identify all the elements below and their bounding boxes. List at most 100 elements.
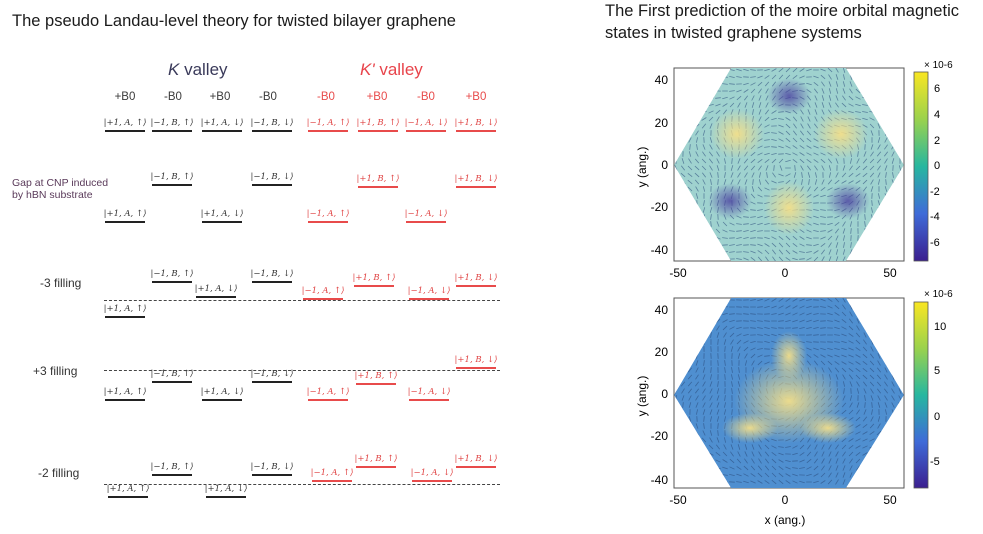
vector-arrow: [792, 74, 798, 80]
vector-arrow: [792, 152, 798, 156]
vector-arrow: [856, 325, 860, 331]
tick-label: 40: [655, 73, 669, 87]
vector-arrow: [716, 395, 720, 401]
vector-arrow: [736, 230, 742, 232]
vector-arrow: [842, 68, 846, 73]
vector-arrow: [764, 320, 770, 322]
vector-arrow: [842, 458, 846, 464]
vector-arrow: [750, 299, 756, 301]
vector-arrow: [871, 207, 873, 213]
vector-arrow: [862, 360, 868, 366]
vector-arrow: [730, 444, 734, 450]
vector-arrow: [841, 333, 847, 337]
vector-arrow: [737, 172, 741, 178]
vector-arrow: [820, 360, 826, 366]
vector-arrow: [750, 229, 756, 233]
vector-arrow: [717, 339, 719, 345]
vector-arrow: [764, 341, 770, 343]
vector-arrow: [710, 214, 712, 220]
vector-arrow: [771, 139, 777, 141]
vector-arrow: [813, 465, 819, 471]
vector-arrow: [715, 109, 721, 115]
landau-level-line: [202, 130, 242, 132]
vector-arrow: [813, 88, 819, 94]
vector-arrow: [799, 158, 805, 164]
vector-arrow: [884, 374, 888, 380]
vector-arrow: [716, 221, 720, 227]
vector-arrow: [869, 165, 875, 171]
vector-arrow: [871, 402, 873, 408]
vector-arrow: [785, 305, 791, 309]
vector-arrow: [778, 124, 784, 128]
vector-arrow: [883, 388, 889, 394]
vector-arrow: [792, 319, 798, 323]
vector-arrow: [827, 179, 833, 185]
vector-arrow: [750, 250, 756, 254]
vector-arrow: [834, 319, 840, 323]
vector-arrow: [702, 430, 706, 436]
vector-arrow: [771, 472, 777, 478]
vector-arrow: [757, 230, 763, 232]
vector-arrow: [862, 438, 868, 442]
vector-arrow: [870, 186, 874, 192]
vector-arrow: [750, 216, 756, 218]
vector-arrow: [862, 381, 868, 387]
vector-arrow: [709, 409, 713, 415]
vector-arrow: [806, 158, 812, 164]
vector-arrow: [764, 116, 770, 122]
vector-arrow: [709, 430, 713, 436]
vector-arrow: [736, 68, 742, 72]
vector-arrow: [792, 137, 798, 143]
vector-arrow: [750, 237, 756, 239]
vector-arrow: [842, 256, 846, 261]
vector-arrow: [681, 395, 685, 401]
vector-arrow: [849, 402, 853, 408]
vector-arrow: [717, 430, 719, 436]
left-title: The pseudo Landau-level theory for twist…: [12, 12, 456, 30]
vector-arrow: [736, 339, 742, 345]
vector-arrow: [743, 313, 749, 315]
vector-arrow: [862, 179, 868, 185]
vector-arrow: [731, 388, 733, 394]
vector-arrow: [834, 361, 840, 365]
vector-arrow: [855, 88, 861, 94]
landau-level-label: |−1, B, ↓⟩: [250, 369, 294, 379]
vector-arrow: [757, 480, 763, 484]
vector-arrow: [764, 68, 770, 72]
vector-arrow: [870, 416, 874, 422]
vector-arrow: [827, 320, 833, 322]
vector-arrow: [716, 437, 720, 443]
vector-arrow: [842, 95, 846, 101]
vector-arrow: [764, 109, 770, 115]
vector-arrow: [716, 158, 720, 164]
vector-arrow: [750, 347, 756, 351]
vector-arrow: [737, 451, 741, 457]
vector-arrow: [855, 111, 861, 113]
vector-arrow: [701, 117, 707, 121]
vector-arrow: [813, 250, 819, 254]
vector-arrow: [785, 68, 791, 73]
vector-arrow: [869, 360, 875, 366]
vector-arrow: [751, 102, 755, 108]
vector-arrow: [855, 458, 861, 464]
vector-arrow: [771, 117, 777, 121]
vector-arrow: [885, 172, 887, 178]
vector-arrow: [778, 312, 784, 316]
vector-arrow: [820, 186, 826, 192]
vector-arrow: [806, 68, 812, 72]
vector-arrow: [835, 235, 839, 241]
landau-level-label: |+1, B, ↓⟩: [454, 355, 498, 365]
vector-arrow: [870, 346, 874, 352]
vector-arrow: [813, 81, 819, 87]
vector-arrow: [799, 459, 805, 463]
vector-arrow: [841, 102, 847, 108]
vector-arrow: [806, 353, 812, 359]
vector-arrow: [715, 459, 721, 463]
vector-arrow: [827, 348, 833, 350]
vector-arrow: [764, 480, 770, 484]
landau-level-line: [252, 130, 292, 132]
vector-arrow: [856, 381, 860, 387]
vector-arrow: [806, 299, 812, 301]
vector-arrow: [807, 116, 811, 122]
vector-arrow: [702, 395, 706, 401]
